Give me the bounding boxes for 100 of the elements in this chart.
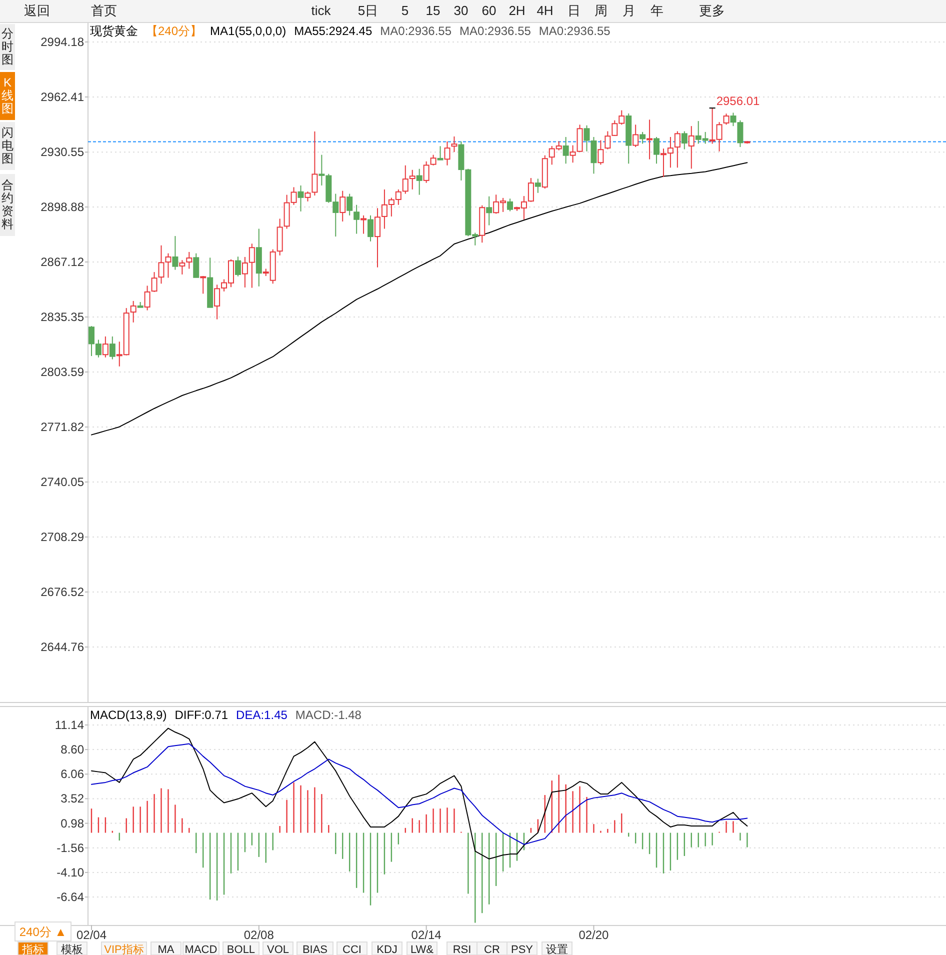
candlestick	[640, 131, 646, 144]
annotation: 2956.01	[716, 94, 760, 108]
candlestick	[200, 276, 206, 294]
text: K线图	[2, 76, 14, 116]
candlestick	[486, 196, 492, 226]
text: PSY	[510, 944, 534, 955]
y-tick-label: 8.60	[60, 742, 84, 757]
text: 设置	[546, 944, 568, 955]
y-tick-label: 2962.41	[40, 90, 84, 104]
annotation: MA0:2936.55	[380, 24, 452, 38]
text: 模板	[61, 944, 83, 955]
text: CCI	[342, 944, 362, 955]
candlestick	[130, 300, 136, 323]
text: 5	[401, 3, 409, 18]
chart-title: MACD(13,8,9)	[90, 708, 167, 722]
candlestick	[507, 198, 514, 212]
candlestick	[646, 119, 653, 160]
text: 5日	[358, 3, 378, 18]
candlestick	[151, 272, 158, 292]
chart-subtitle: 【240分】	[146, 24, 202, 38]
text: 首页	[91, 3, 117, 18]
text: 2H	[508, 3, 526, 18]
y-tick-label: -1.56	[56, 840, 84, 855]
y-tick-label: 2644.76	[40, 640, 84, 654]
text: MA55:2924.45	[294, 24, 372, 38]
y-tick-label: 3.52	[60, 792, 84, 806]
candlestick	[354, 204, 360, 234]
y-tick-label: 2994.18	[40, 34, 84, 49]
text: 更多	[699, 3, 725, 18]
text: VIP指标	[104, 944, 144, 955]
y-tick-label: 6.06	[60, 767, 84, 782]
y-tick-label: -6.64	[56, 890, 84, 904]
text: 闪电图	[2, 126, 14, 166]
candlestick	[312, 130, 318, 196]
text: 指标	[21, 944, 44, 955]
text: 周	[594, 3, 608, 18]
candlestick	[298, 184, 304, 212]
candlestick	[360, 214, 367, 234]
candlestick	[451, 136, 458, 153]
text: CR	[484, 944, 500, 955]
y-tick-label: 2740.05	[40, 475, 84, 489]
candlestick	[368, 214, 374, 242]
y-tick-label: -4.10	[56, 865, 84, 880]
text: 合约资料	[2, 178, 14, 231]
text: tick	[311, 3, 332, 18]
text: 60	[482, 3, 496, 18]
text: DEA:1.45	[236, 708, 288, 722]
text: 日	[568, 3, 580, 18]
candlestick	[276, 218, 283, 256]
text: 240分 ▲	[19, 925, 67, 939]
series-label: DIFF:0.71	[174, 708, 228, 722]
chart-title: 现货黄金	[90, 24, 138, 38]
candlestick	[109, 336, 116, 360]
candlestick	[340, 190, 346, 222]
candlestick	[674, 130, 680, 168]
annotation: MACD:-1.48	[295, 708, 362, 722]
text: 分时图	[2, 26, 14, 66]
text: MA	[158, 944, 175, 955]
text: VOL	[266, 944, 290, 955]
line-series	[90, 162, 748, 436]
y-tick-label: 2676.52	[40, 585, 84, 600]
text: BIAS	[302, 944, 328, 955]
text: 4H	[536, 3, 554, 18]
text: BOLL	[226, 944, 256, 955]
annotation: MA0:2936.55	[460, 24, 532, 38]
candlestick	[144, 285, 150, 311]
y-tick-label: 11.14	[54, 718, 84, 732]
x-tick-label: 02/20	[578, 928, 610, 942]
x-tick-label: 02/04	[76, 928, 107, 942]
y-tick-label: 2930.55	[40, 145, 84, 160]
candlestick	[416, 168, 422, 196]
candlestick	[186, 251, 192, 270]
y-tick-label: 2708.29	[40, 530, 84, 544]
candlestick	[598, 140, 604, 166]
y-tick-label: 2898.88	[40, 200, 84, 214]
y-tick-label: 2771.82	[40, 420, 84, 434]
text: 返回	[24, 3, 50, 18]
candlestick	[688, 126, 694, 170]
candlestick	[444, 140, 450, 166]
x-tick-label: 02/08	[244, 928, 274, 942]
y-tick-label: 0.98	[60, 816, 84, 830]
annotation: MA0:2936.55	[538, 24, 611, 38]
candlestick	[534, 178, 541, 194]
text: LW&	[410, 944, 434, 955]
candlestick	[304, 191, 311, 202]
text: 30	[454, 3, 468, 18]
candlestick	[346, 193, 353, 216]
text: KDJ	[376, 944, 398, 955]
candlestick	[632, 124, 639, 148]
candlestick	[562, 136, 569, 164]
candlestick	[723, 113, 730, 126]
candlestick	[193, 252, 200, 278]
text: 月	[622, 3, 636, 18]
text: 15	[426, 3, 440, 18]
candlestick	[681, 130, 688, 150]
y-tick-label: 2835.35	[40, 310, 84, 324]
x-tick-label: 02/14	[411, 928, 442, 942]
y-tick-label: 2867.12	[40, 254, 84, 269]
candlestick	[437, 146, 444, 160]
y-tick-label: 2803.59	[40, 364, 84, 379]
